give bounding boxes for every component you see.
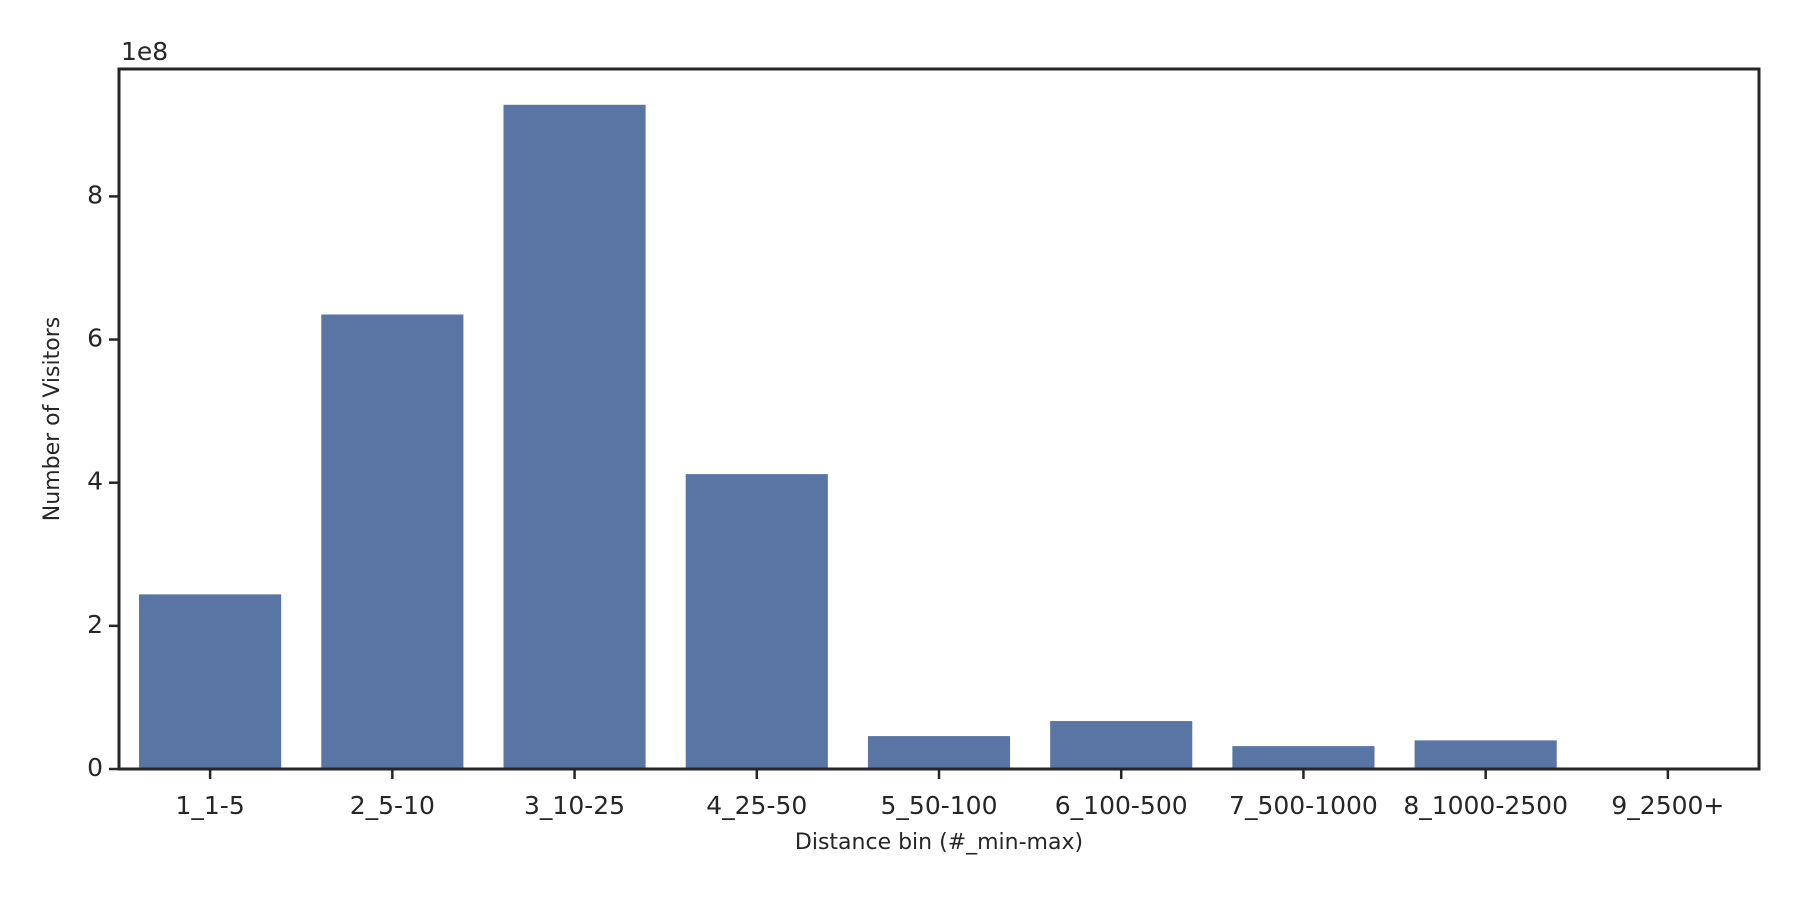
- x-tick-label: 3_10-25: [524, 791, 625, 820]
- x-tick-label: 5_50-100: [881, 791, 998, 820]
- x-tick-label: 1_1-5: [175, 791, 244, 820]
- y-tick-label: 8: [87, 180, 103, 209]
- x-tick-label: 2_5-10: [350, 791, 435, 820]
- y-axis-label: Number of Visitors: [40, 317, 65, 521]
- bar: [867, 736, 1011, 769]
- y-tick-label: 4: [87, 467, 103, 496]
- x-tick-label: 9_2500+: [1611, 791, 1724, 820]
- bar: [1414, 740, 1557, 769]
- y-tick-label: 2: [87, 610, 103, 639]
- bar: [685, 474, 828, 769]
- y-tick-label: 0: [87, 753, 103, 782]
- bar: [1232, 746, 1375, 769]
- x-axis-label: Distance bin (#_min-max): [795, 830, 1083, 855]
- x-tick-label: 4_25-50: [706, 791, 807, 820]
- x-tick-label: 7_500-1000: [1229, 791, 1378, 820]
- bar: [139, 594, 282, 769]
- axes-frame: [117, 67, 1761, 771]
- bar: [321, 314, 464, 769]
- y-offset-text: 1e8: [121, 37, 168, 66]
- y-tick-label: 6: [87, 324, 103, 353]
- bar: [503, 104, 646, 769]
- bar: [1050, 721, 1193, 769]
- x-tick-label: 6_100-500: [1055, 791, 1188, 820]
- x-tick-label: 8_1000-2500: [1403, 791, 1568, 820]
